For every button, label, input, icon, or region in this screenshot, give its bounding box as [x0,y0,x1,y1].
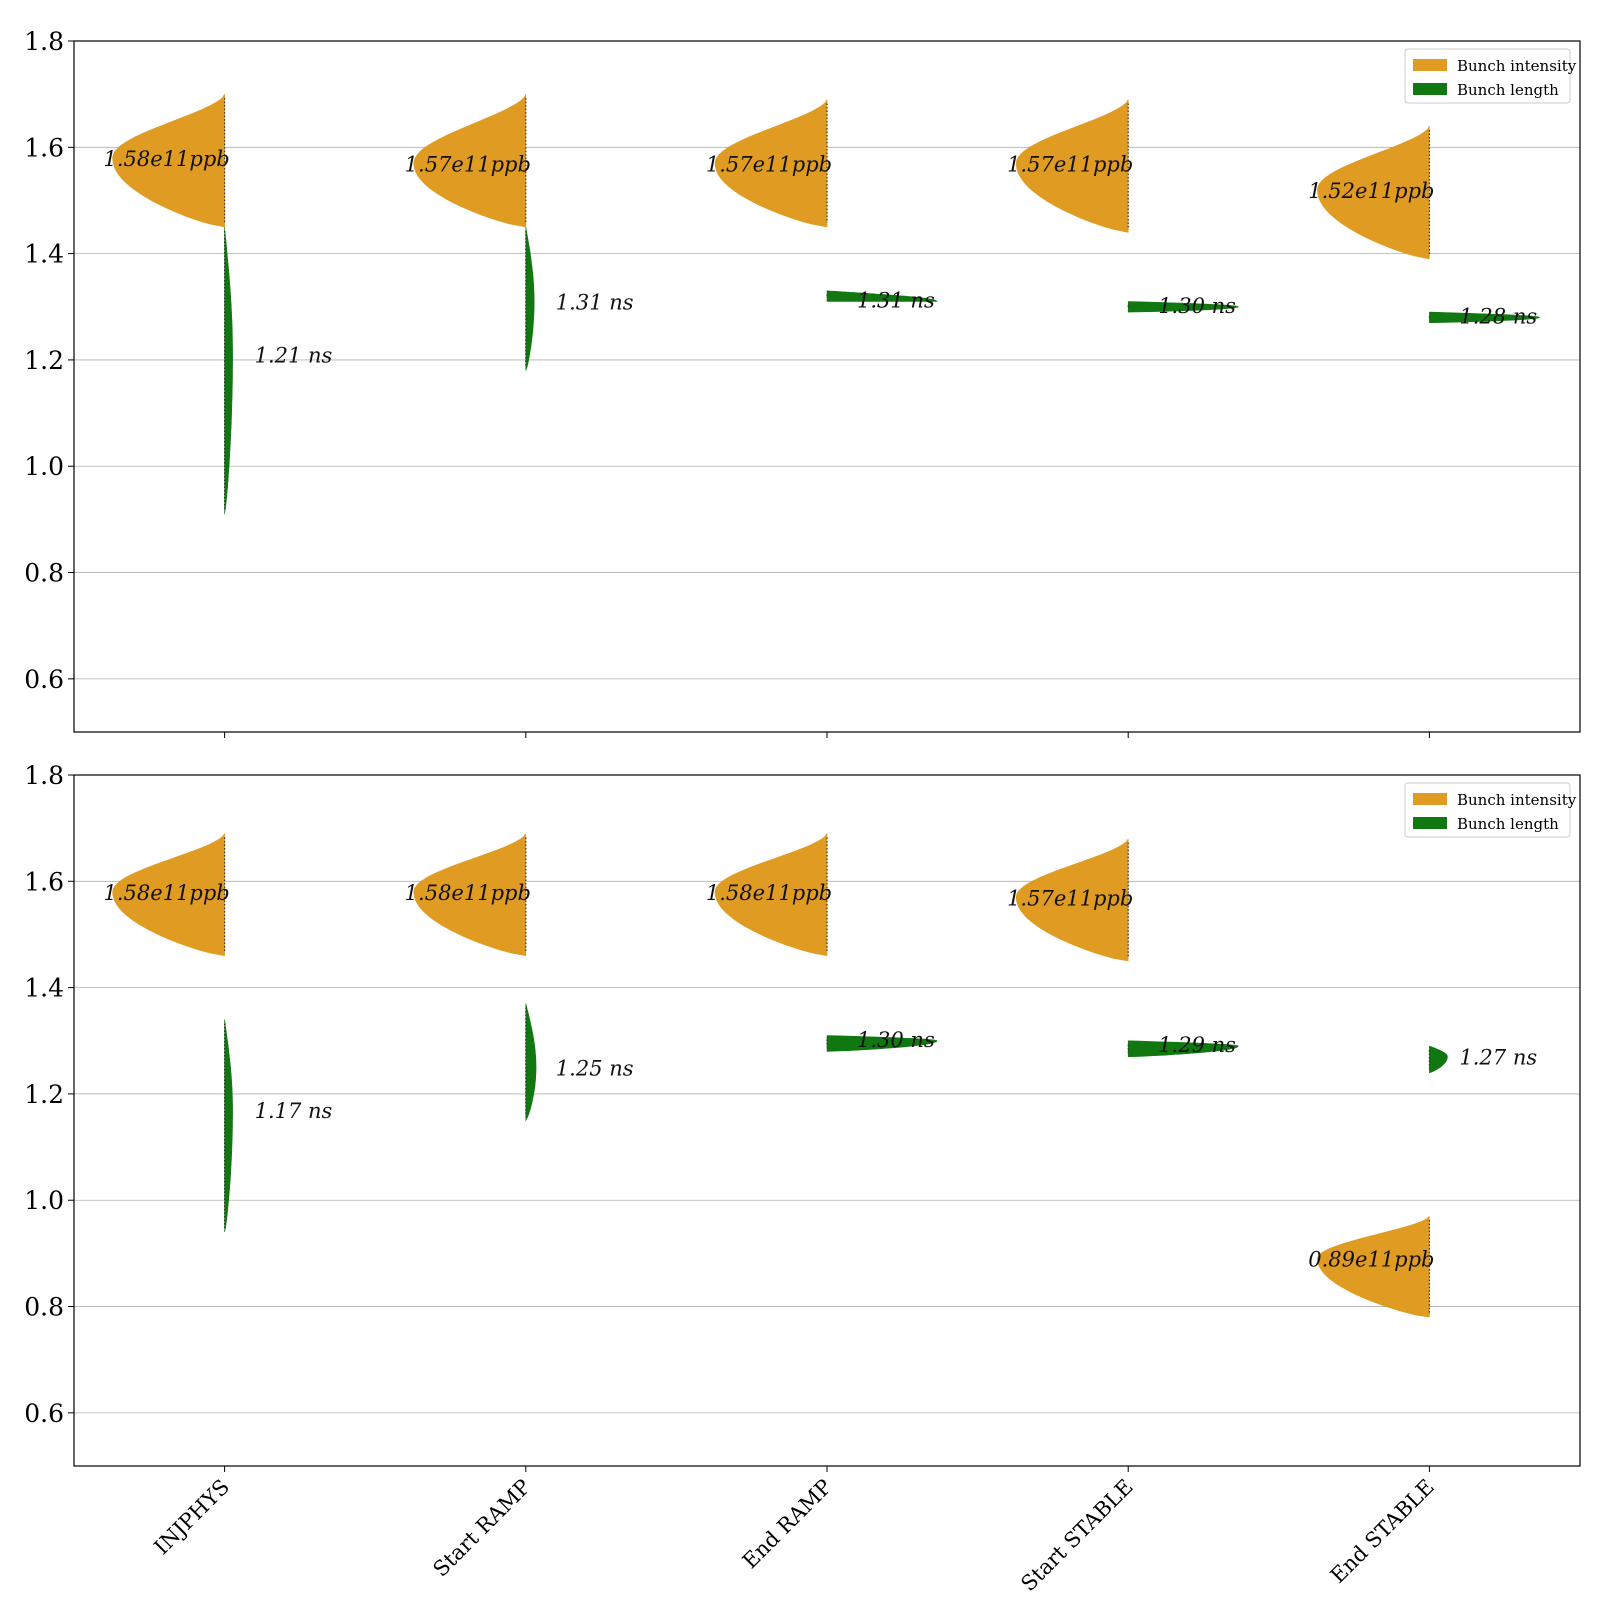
y-tick-label: 1.8 [24,27,64,56]
violin-intensity [1015,838,1129,962]
y-tick-label: 1.6 [24,133,64,162]
length-label: 1.25 ns [556,1056,634,1080]
y-tick-label: 1.2 [24,1080,64,1109]
violin-length [1429,1045,1448,1074]
violin-intensity [413,833,527,956]
intensity-label: 1.57e11ppb [1007,886,1133,910]
intensity-label: 1.57e11ppb [405,152,531,176]
violin-length [224,226,233,515]
top-panel: 0.6 0.8 1.0 1.2 1.4 1.6 1.8 1.58e11ppb 1.57e11pp… [24,27,1581,738]
x-tick-label: INJPHYS [149,1475,234,1560]
length-label: 1.27 ns [1459,1046,1537,1070]
violin-intensity [112,94,225,228]
violin-intensity [714,99,828,228]
y-tick-label: 0.6 [24,1399,64,1428]
legend-swatch [1413,83,1447,95]
violin-length [525,1003,537,1122]
violin-intensity [1317,1215,1430,1318]
intensity-label: 1.58e11ppb [706,881,832,905]
violin-length [1127,301,1239,313]
length-label: 1.21 ns [255,344,333,368]
violin-intensity [413,94,527,228]
y-tick-label: 1.2 [24,346,64,375]
length-label: 1.28 ns [1459,304,1537,328]
length-label: 1.30 ns [1158,294,1236,318]
y-tick-label: 0.8 [24,559,64,588]
length-label: 1.17 ns [255,1099,333,1123]
legend-swatch [1413,817,1447,829]
axes-frame [73,40,1581,733]
length-label: 1.31 ns [857,288,935,312]
y-tick-label: 1.0 [24,1186,64,1215]
intensity-label: 1.58e11ppb [405,881,531,905]
legend-swatch [1413,59,1447,71]
x-tick-label: End RAMP [738,1475,837,1574]
intensity-label: 1.57e11ppb [1007,152,1133,176]
y-tick-label: 0.6 [24,665,64,694]
length-label: 1.29 ns [1158,1033,1236,1057]
legend-label: Bunch intensity [1457,57,1577,75]
y-tick-label: 1.8 [24,761,64,790]
legend-label: Bunch length [1457,815,1559,833]
violin-intensity [1317,125,1430,260]
legend: Bunch intensity Bunch length [1404,48,1577,104]
violin-intensity [714,833,828,956]
y-tick-label: 1.4 [24,240,64,269]
bottom-panel: 0.6 0.8 1.0 1.2 1.4 1.6 1.8 INJPHYS Start RAMP En… [24,761,1581,1596]
violin-length [1429,311,1540,323]
intensity-label: 1.58e11ppb [103,147,229,171]
violin-length [1127,1040,1239,1057]
legend-label: Bunch length [1457,81,1559,99]
violin-length [826,290,938,302]
axes-frame [73,774,1581,1467]
intensity-label: 1.58e11ppb [103,881,229,905]
violin-length [525,226,535,371]
intensity-label: 0.89e11ppb [1308,1248,1434,1272]
y-tick-label: 1.0 [24,452,64,481]
length-label: 1.31 ns [556,290,634,314]
violin-length [826,1035,938,1052]
x-tick-label: End STABLE [1326,1475,1439,1588]
length-label: 1.30 ns [857,1028,935,1052]
violin-intensity [1015,99,1129,233]
intensity-label: 1.57e11ppb [706,152,832,176]
y-tick-label: 1.6 [24,867,64,896]
legend-swatch [1413,793,1447,805]
y-tick-label: 0.8 [24,1293,64,1322]
x-tick-label: Start STABLE [1016,1475,1137,1596]
y-tick-label: 1.4 [24,974,64,1003]
intensity-label: 1.52e11ppb [1308,179,1434,203]
violin-intensity [112,833,225,956]
x-tick-label: Start RAMP [428,1475,535,1582]
legend-label: Bunch intensity [1457,791,1577,809]
violin-length [224,1019,233,1233]
legend: Bunch intensity Bunch length [1404,782,1577,838]
